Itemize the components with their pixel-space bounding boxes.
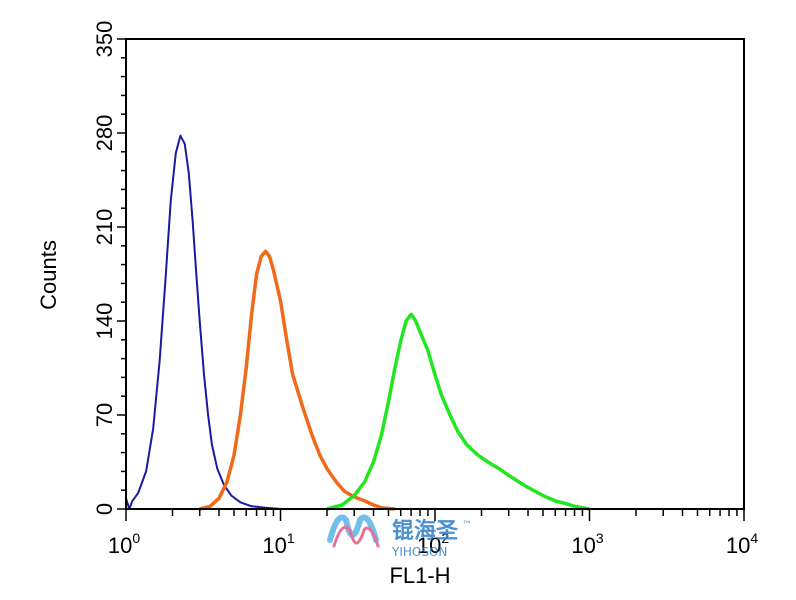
y-tick-label: 140 bbox=[92, 303, 117, 340]
x-tick-label: 101 bbox=[262, 530, 294, 558]
series-2-curve bbox=[326, 312, 590, 511]
y-axis-label: Counts bbox=[36, 240, 61, 310]
series-0-curve bbox=[125, 134, 281, 510]
y-tick-label: 210 bbox=[92, 209, 117, 246]
y-tick-label: 350 bbox=[92, 21, 117, 58]
y-tick-label: 280 bbox=[92, 115, 117, 152]
y-axis: 0 70 140 210 280 350 bbox=[92, 21, 126, 515]
x-axis-label: FL1-H bbox=[389, 563, 450, 588]
x-axis: 100 101 102 103 104 bbox=[108, 509, 758, 558]
x-tick-label: 104 bbox=[726, 530, 758, 558]
y-tick-label: 0 bbox=[92, 503, 117, 515]
watermark: 锟海圣 YIHOSON ™ bbox=[327, 514, 472, 559]
plot-frame bbox=[125, 38, 745, 510]
watermark-tm: ™ bbox=[462, 520, 472, 531]
watermark-en: YIHOSON bbox=[391, 545, 447, 559]
x-tick-label: 102 bbox=[417, 530, 449, 558]
histogram-curves bbox=[125, 134, 744, 511]
x-tick-label: 100 bbox=[108, 530, 140, 558]
watermark-cn: 锟海圣 bbox=[392, 518, 459, 544]
yihoson-logo-icon bbox=[327, 514, 380, 548]
y-tick-label: 70 bbox=[92, 403, 117, 427]
x-tick-label: 103 bbox=[571, 530, 603, 558]
series-1-curve bbox=[199, 249, 396, 511]
